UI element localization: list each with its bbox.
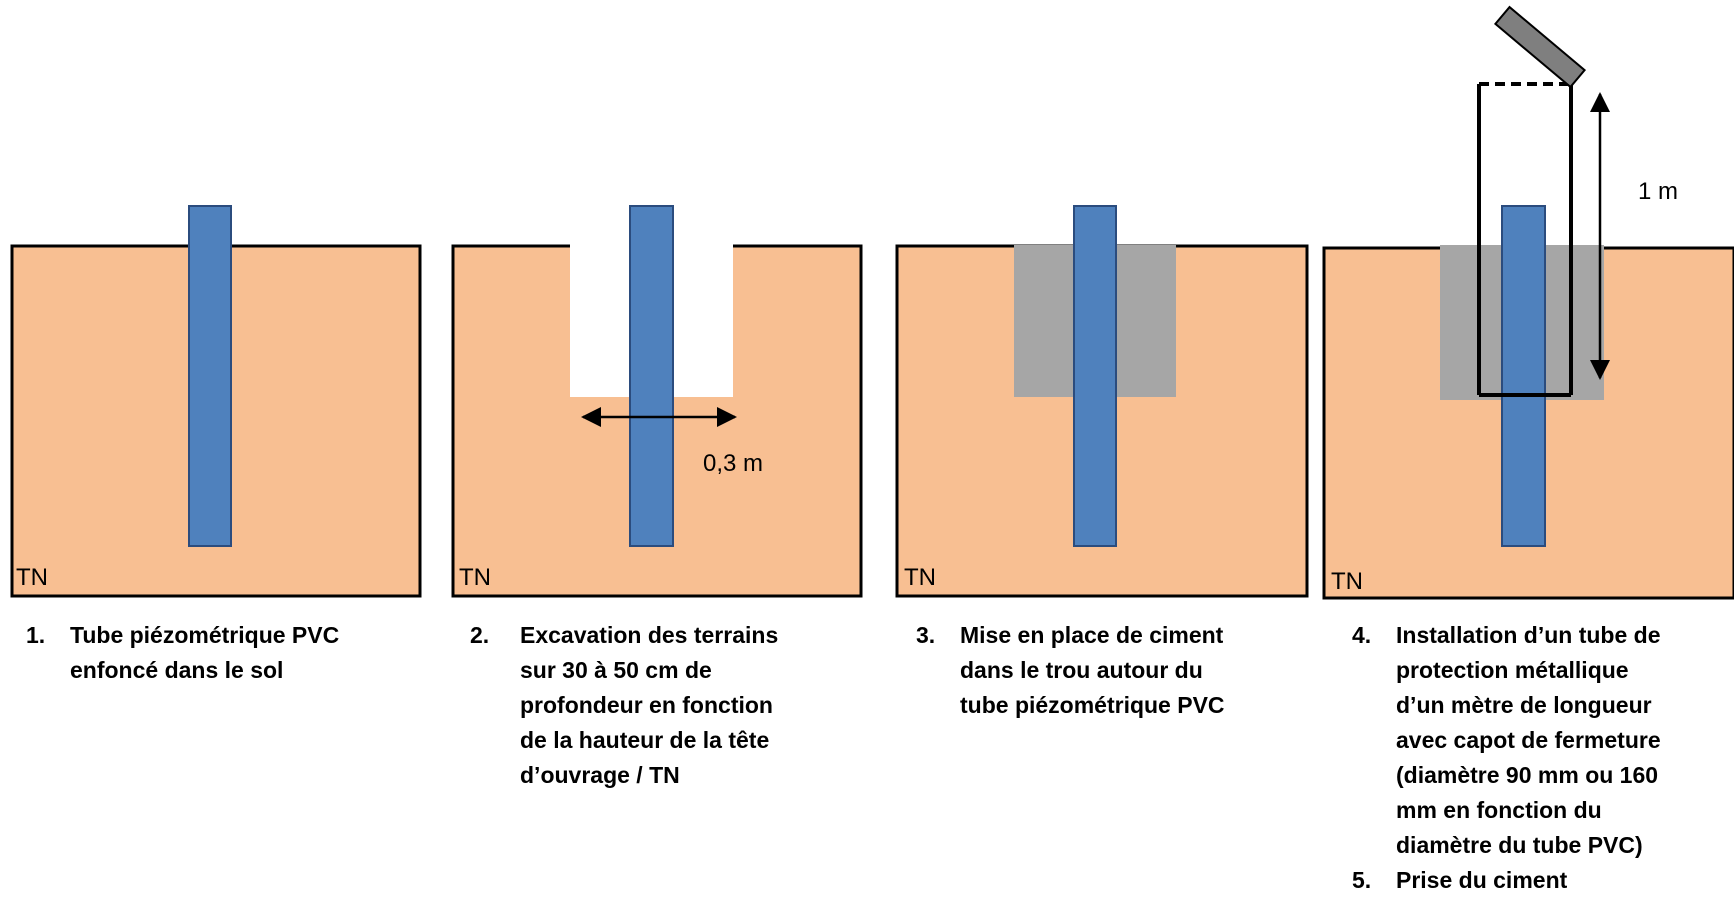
step-text: Mise en place de ciment dans le trou aut…: [960, 622, 1225, 718]
length-dimension-label: 1 m: [1638, 178, 1678, 205]
ground-level-label: TN: [16, 564, 48, 591]
pvc-tube: [629, 205, 674, 547]
closure-cap: [1493, 5, 1587, 89]
step-number: 1.: [26, 622, 46, 648]
step-number: 4.: [1352, 622, 1372, 648]
panel-1: TN: [10, 205, 422, 598]
width-dimension-label: 0,3 m: [703, 450, 763, 477]
ground-level-label: TN: [904, 564, 936, 591]
step-text: Installation d’un tube de protection mét…: [1396, 622, 1661, 858]
step-number: 2.: [470, 622, 490, 648]
ground-level-label: TN: [459, 564, 491, 591]
pvc-tube: [1501, 205, 1546, 547]
panel-2: 0,3 m TN: [451, 205, 863, 598]
panel-4: 1 m TN: [1322, 5, 1734, 600]
ground-level-label: TN: [1331, 568, 1363, 595]
step-text: Excavation des terrains sur 30 à 50 cm d…: [520, 622, 779, 788]
pvc-tube: [188, 205, 232, 547]
step-text: Tube piézométrique PVC enfoncé dans le s…: [70, 622, 340, 683]
step-text: Prise du ciment: [1396, 867, 1568, 893]
pvc-tube: [1073, 205, 1117, 547]
panel-3: TN: [895, 205, 1309, 598]
step-number: 3.: [916, 622, 936, 648]
step-number: 5.: [1352, 867, 1372, 893]
